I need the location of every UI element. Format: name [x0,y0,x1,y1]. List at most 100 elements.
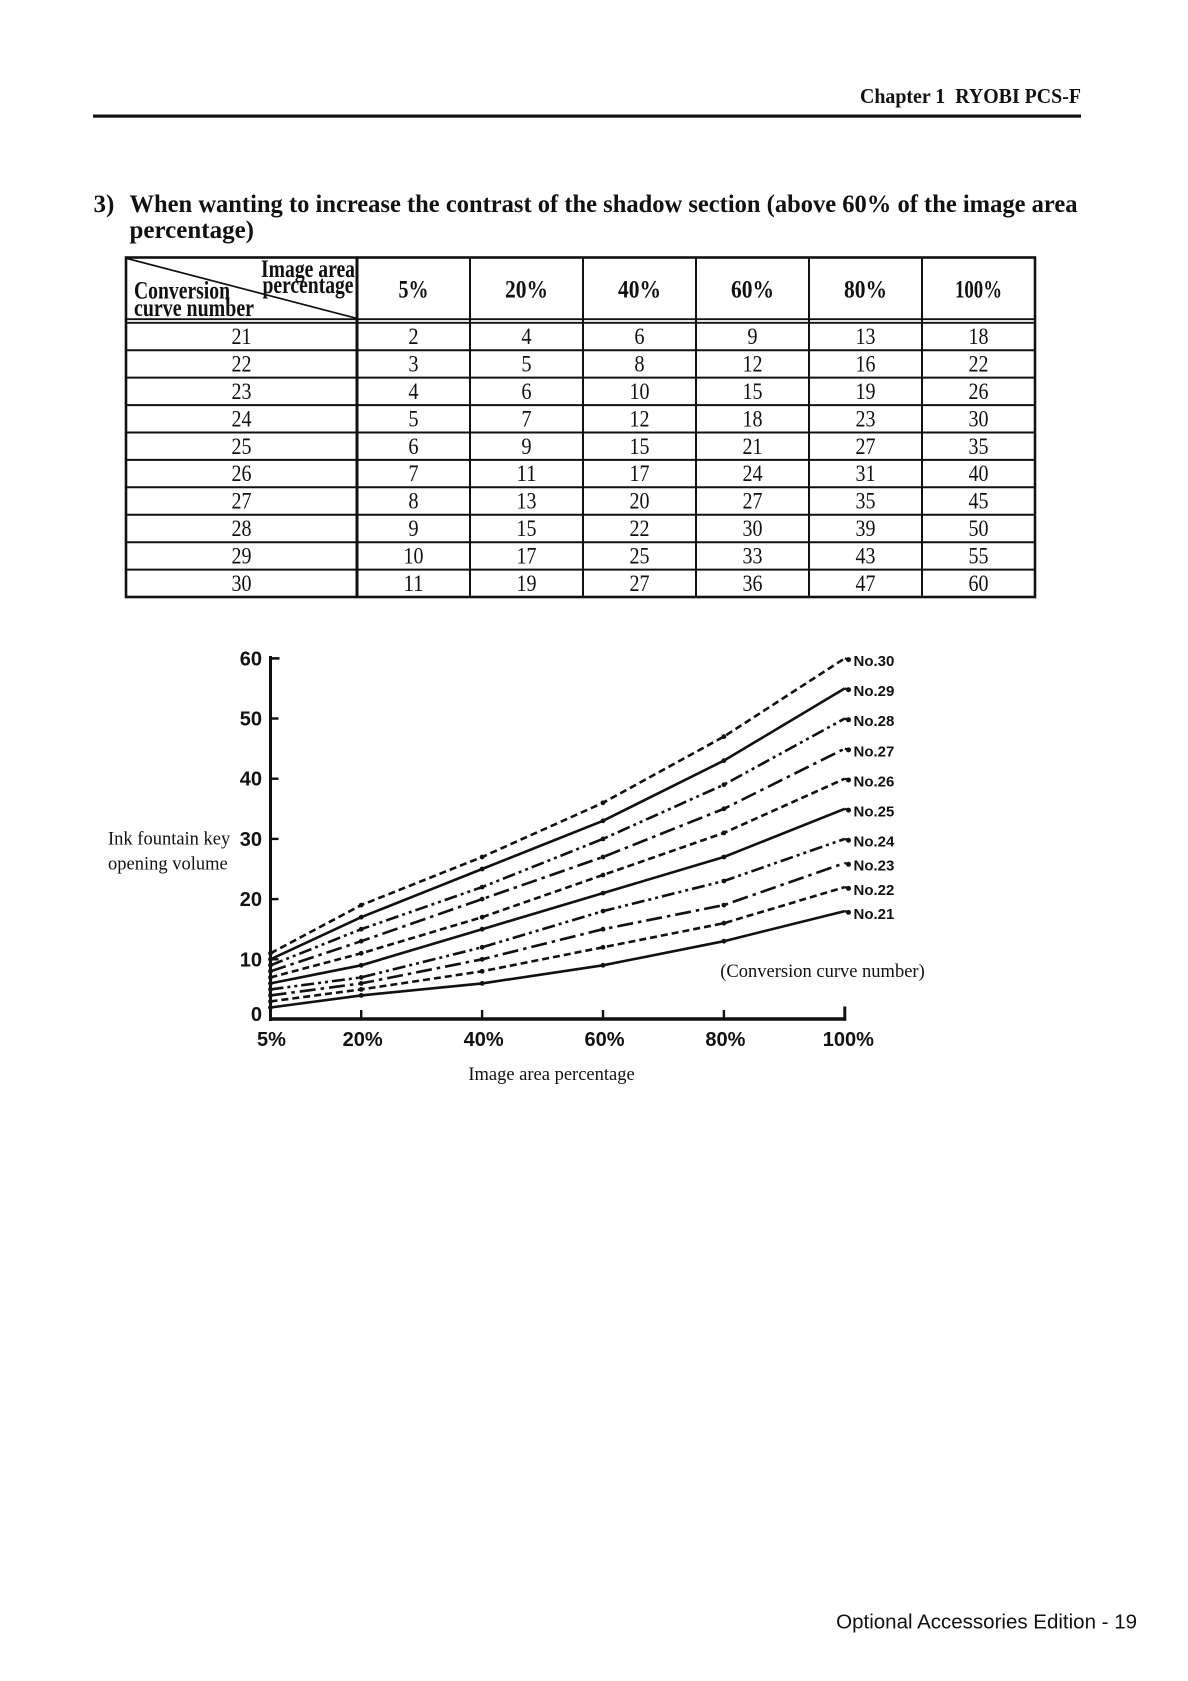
svg-text:35: 35 [969,434,989,459]
svg-text:22: 22 [969,352,989,377]
svg-text:30: 30 [232,571,252,596]
svg-text:5: 5 [521,352,531,377]
svg-text:11: 11 [404,571,424,596]
svg-text:23: 23 [856,406,876,431]
svg-text:35: 35 [856,489,876,514]
svg-text:27: 27 [630,571,650,596]
svg-text:13: 13 [856,324,876,349]
svg-text:30: 30 [969,406,989,431]
svg-text:100%: 100% [955,277,1002,304]
svg-text:When wanting to increase the c: When wanting to increase the contrast of… [130,191,1078,218]
svg-text:100%: 100% [823,1029,874,1051]
svg-text:5%: 5% [399,277,429,304]
svg-text:80%: 80% [844,277,887,304]
svg-text:No.23: No.23 [854,858,895,875]
svg-text:9: 9 [408,516,418,541]
svg-text:11: 11 [517,461,537,486]
svg-text:3: 3 [408,352,418,377]
svg-text:No.24: No.24 [854,834,896,851]
svg-text:17: 17 [630,461,650,486]
svg-text:curve number: curve number [134,295,254,322]
svg-text:No.28: No.28 [854,713,895,730]
svg-text:8: 8 [408,489,418,514]
svg-text:40%: 40% [618,277,661,304]
svg-text:23: 23 [232,379,252,404]
svg-text:No.27: No.27 [854,743,895,760]
svg-text:50: 50 [240,709,262,731]
svg-text:4: 4 [521,324,532,349]
svg-text:Chapter 1 RYOBI PCS-F: Chapter 1 RYOBI PCS-F [860,84,1081,108]
svg-text:10: 10 [630,379,650,404]
svg-text:opening volume: opening volume [108,855,228,875]
svg-text:No.22: No.22 [854,882,895,899]
svg-text:No.26: No.26 [854,773,895,790]
svg-text:25: 25 [232,434,252,459]
svg-text:27: 27 [232,489,252,514]
svg-text:30: 30 [240,829,262,851]
svg-text:15: 15 [743,379,763,404]
svg-text:16: 16 [856,352,876,377]
svg-text:60%: 60% [731,277,774,304]
svg-text:20: 20 [630,489,650,514]
svg-text:22: 22 [630,516,650,541]
svg-text:15: 15 [630,434,650,459]
svg-text:27: 27 [743,489,763,514]
svg-text:60%: 60% [584,1029,624,1051]
svg-text:No.30: No.30 [854,653,895,670]
svg-text:36: 36 [743,571,763,596]
svg-text:20: 20 [240,889,262,911]
svg-text:4: 4 [408,379,419,404]
svg-text:7: 7 [521,406,531,431]
svg-text:3): 3) [94,191,115,218]
svg-text:12: 12 [630,406,650,431]
svg-text:No.25: No.25 [854,804,895,821]
svg-text:45: 45 [969,489,989,514]
svg-text:18: 18 [743,406,763,431]
svg-text:40: 40 [240,769,262,791]
svg-text:6: 6 [634,324,644,349]
svg-text:24: 24 [232,406,252,431]
svg-text:20%: 20% [505,277,548,304]
svg-text:(Conversion curve number): (Conversion curve number) [720,962,924,982]
svg-text:26: 26 [232,461,252,486]
svg-text:28: 28 [232,516,252,541]
svg-text:No.21: No.21 [854,906,895,923]
svg-text:Conversion: Conversion [134,278,230,305]
svg-text:21: 21 [743,434,763,459]
svg-text:33: 33 [743,544,763,569]
svg-text:Image area percentage: Image area percentage [468,1065,634,1085]
svg-text:13: 13 [517,489,537,514]
svg-text:7: 7 [408,461,418,486]
svg-text:18: 18 [969,324,989,349]
svg-text:47: 47 [856,571,876,596]
svg-text:percentage: percentage [263,272,354,299]
svg-text:80%: 80% [705,1029,745,1051]
svg-text:8: 8 [634,352,644,377]
svg-text:31: 31 [856,461,876,486]
svg-text:0: 0 [251,1004,262,1026]
svg-text:43: 43 [856,544,876,569]
svg-text:24: 24 [743,461,763,486]
svg-text:Optional Accessories Edition -: Optional Accessories Edition - 19 [836,1611,1137,1634]
svg-text:6: 6 [408,434,418,459]
svg-text:29: 29 [232,544,252,569]
svg-text:9: 9 [521,434,531,459]
svg-text:40%: 40% [464,1029,504,1051]
svg-text:2: 2 [408,324,418,349]
svg-text:50: 50 [969,516,989,541]
svg-text:40: 40 [969,461,989,486]
svg-text:21: 21 [232,324,252,349]
svg-text:60: 60 [969,571,989,596]
svg-text:15: 15 [517,516,537,541]
svg-text:12: 12 [743,352,763,377]
svg-text:10: 10 [404,544,424,569]
svg-text:20%: 20% [343,1029,383,1051]
svg-text:17: 17 [517,544,537,569]
svg-text:No.29: No.29 [854,683,895,700]
svg-text:Image area: Image area [261,256,355,283]
svg-text:6: 6 [521,379,531,404]
svg-text:10: 10 [240,949,262,971]
svg-text:60: 60 [240,648,262,670]
svg-text:percentage): percentage) [130,217,255,244]
svg-text:26: 26 [969,379,989,404]
